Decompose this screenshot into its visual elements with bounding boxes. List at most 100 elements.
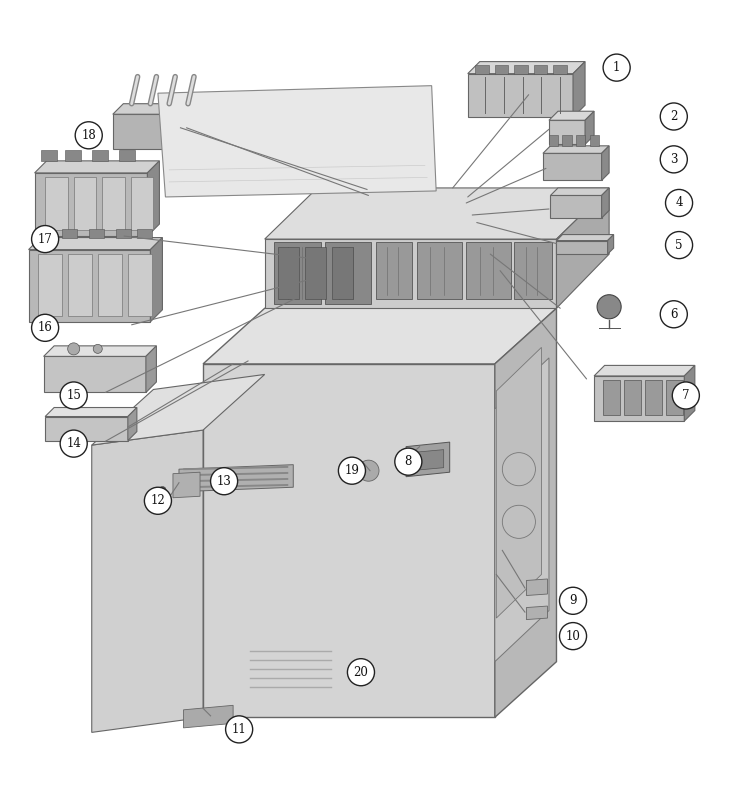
Text: 10: 10	[566, 630, 581, 642]
Polygon shape	[553, 65, 567, 74]
Circle shape	[32, 226, 59, 253]
Polygon shape	[102, 178, 125, 230]
Polygon shape	[203, 308, 556, 364]
Circle shape	[395, 448, 422, 475]
Polygon shape	[325, 242, 371, 304]
Text: 1: 1	[613, 61, 620, 74]
Polygon shape	[468, 74, 573, 118]
Polygon shape	[495, 358, 549, 662]
Polygon shape	[585, 111, 594, 144]
Polygon shape	[556, 188, 609, 308]
Polygon shape	[514, 65, 528, 74]
Circle shape	[93, 344, 102, 354]
Polygon shape	[594, 366, 695, 376]
Polygon shape	[92, 374, 265, 445]
Polygon shape	[406, 442, 450, 477]
Polygon shape	[98, 254, 122, 316]
Polygon shape	[543, 154, 602, 181]
Polygon shape	[158, 86, 436, 197]
Polygon shape	[549, 111, 594, 120]
Polygon shape	[549, 135, 558, 146]
Polygon shape	[203, 364, 495, 718]
Polygon shape	[128, 407, 137, 441]
Text: 9: 9	[569, 594, 577, 607]
Circle shape	[159, 505, 166, 512]
Circle shape	[559, 587, 587, 614]
Polygon shape	[65, 150, 81, 161]
Text: 20: 20	[353, 666, 368, 678]
Text: 12: 12	[150, 494, 165, 507]
Polygon shape	[602, 188, 609, 218]
Text: 18: 18	[81, 129, 96, 142]
Polygon shape	[562, 135, 572, 146]
Text: 14: 14	[66, 437, 81, 450]
Polygon shape	[203, 104, 214, 149]
Circle shape	[159, 486, 166, 494]
Circle shape	[672, 382, 699, 409]
Circle shape	[660, 301, 687, 328]
Polygon shape	[608, 234, 614, 254]
Polygon shape	[278, 246, 299, 299]
Circle shape	[159, 495, 166, 503]
Polygon shape	[602, 146, 609, 181]
Polygon shape	[179, 465, 293, 492]
Polygon shape	[514, 242, 552, 299]
Polygon shape	[543, 146, 609, 154]
Polygon shape	[29, 250, 150, 322]
Polygon shape	[44, 356, 146, 393]
Polygon shape	[526, 579, 547, 595]
Polygon shape	[68, 254, 92, 316]
Circle shape	[666, 231, 693, 258]
Circle shape	[358, 460, 379, 482]
Circle shape	[603, 54, 630, 81]
Polygon shape	[74, 178, 96, 230]
Polygon shape	[466, 242, 511, 299]
Circle shape	[347, 658, 374, 686]
Text: 6: 6	[670, 308, 678, 321]
Text: 8: 8	[405, 455, 412, 468]
Polygon shape	[576, 135, 585, 146]
Circle shape	[502, 453, 535, 486]
Circle shape	[338, 457, 365, 484]
Polygon shape	[113, 104, 214, 114]
Polygon shape	[624, 381, 641, 415]
Polygon shape	[550, 188, 609, 195]
Polygon shape	[92, 430, 203, 732]
Polygon shape	[41, 150, 57, 161]
Polygon shape	[131, 178, 153, 230]
Text: 13: 13	[217, 474, 232, 488]
Polygon shape	[376, 242, 412, 299]
Circle shape	[144, 487, 171, 514]
Polygon shape	[35, 161, 159, 173]
Polygon shape	[475, 65, 489, 74]
Text: 2: 2	[670, 110, 678, 123]
Polygon shape	[573, 62, 585, 118]
Polygon shape	[183, 706, 233, 728]
Circle shape	[211, 468, 238, 494]
Polygon shape	[550, 195, 602, 218]
Circle shape	[660, 146, 687, 173]
Circle shape	[666, 190, 693, 217]
Polygon shape	[603, 381, 620, 415]
Polygon shape	[29, 238, 162, 250]
Polygon shape	[265, 239, 556, 308]
Polygon shape	[45, 417, 128, 441]
Circle shape	[60, 382, 87, 409]
Polygon shape	[265, 188, 609, 239]
Circle shape	[502, 506, 535, 538]
Polygon shape	[534, 65, 547, 74]
Polygon shape	[411, 450, 444, 470]
Polygon shape	[119, 150, 135, 161]
Polygon shape	[468, 62, 585, 74]
Polygon shape	[128, 254, 152, 316]
Polygon shape	[305, 246, 326, 299]
Text: 5: 5	[675, 238, 683, 251]
Polygon shape	[590, 135, 599, 146]
Text: 7: 7	[682, 389, 690, 402]
Circle shape	[559, 622, 587, 650]
Polygon shape	[556, 234, 614, 241]
Polygon shape	[147, 161, 159, 236]
Polygon shape	[495, 308, 556, 718]
Circle shape	[60, 430, 87, 457]
Polygon shape	[274, 242, 321, 304]
